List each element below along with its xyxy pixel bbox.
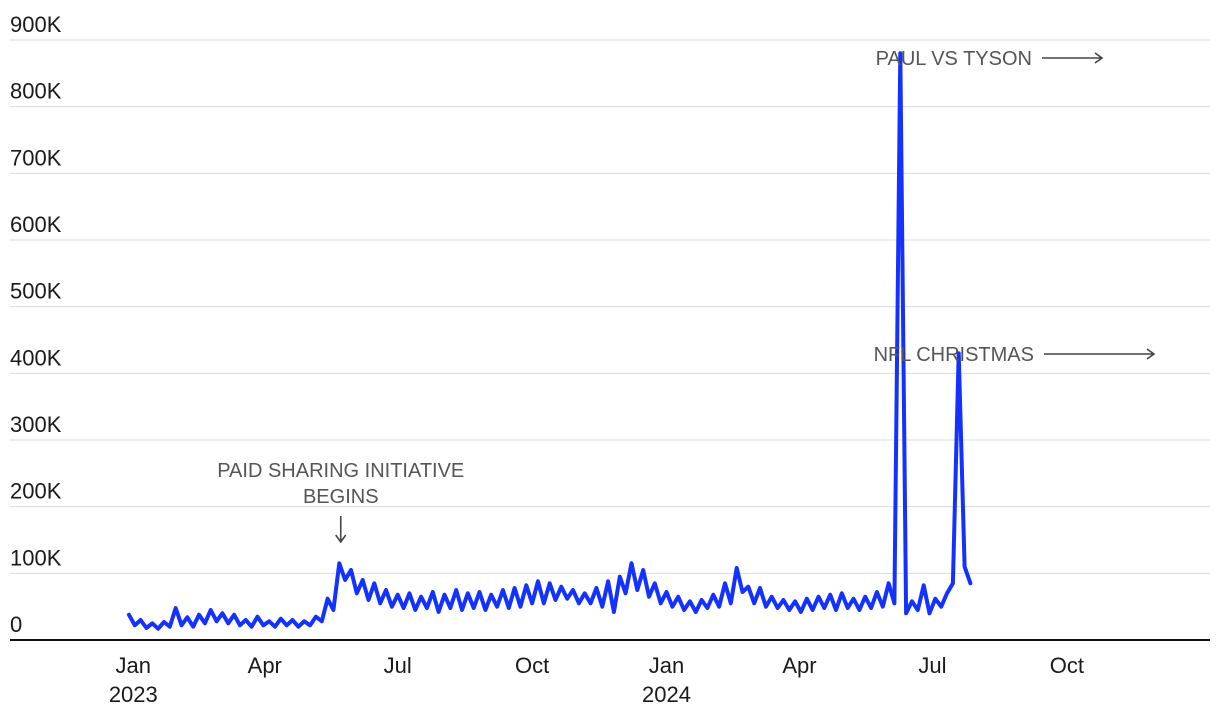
x-tick-label: Jan <box>649 653 684 678</box>
x-tick-year-label: 2023 <box>109 682 158 707</box>
x-axis-labels: Jan 2023 Apr Jul Oct Jan 2024 Apr Jul Oct <box>109 653 1084 707</box>
y-tick-label: 0 <box>10 612 22 637</box>
y-tick-label: 600K <box>10 212 62 237</box>
x-tick-label: Oct <box>1050 653 1084 678</box>
x-tick-label: Jan <box>116 653 151 678</box>
series-line <box>126 51 973 631</box>
annotation-label: PAID SHARING INITIATIVE <box>217 460 464 482</box>
y-tick-label: 800K <box>10 79 62 104</box>
annotation-label: NFL CHRISTMAS <box>874 344 1034 366</box>
x-tick-year-label: 2024 <box>642 682 691 707</box>
y-axis-labels: 0 100K 200K 300K 400K 500K 600K 700K 800K 900K <box>10 12 62 637</box>
y-tick-label: 700K <box>10 145 62 170</box>
x-tick-label: Oct <box>515 653 549 678</box>
x-tick-label: Jul <box>384 653 412 678</box>
annotation-arrow <box>1044 348 1156 360</box>
y-tick-label: 900K <box>10 12 62 37</box>
x-tick-label: Jul <box>918 653 946 678</box>
x-tick-label: Apr <box>782 653 816 678</box>
y-tick-label: 500K <box>10 279 62 304</box>
annotation-label: PAUL VS TYSON <box>876 48 1032 70</box>
gridlines <box>10 39 1210 574</box>
y-tick-label: 100K <box>10 545 62 570</box>
annotations: PAID SHARING INITIATIVE BEGINS PAUL VS TYS… <box>217 48 1156 544</box>
annotation-label-line2: BEGINS <box>303 486 379 508</box>
y-tick-label: 400K <box>10 345 62 370</box>
x-tick-label: Apr <box>248 653 282 678</box>
y-tick-label: 300K <box>10 412 62 437</box>
annotation-arrow <box>1042 52 1104 64</box>
annotation-arrow <box>335 516 347 544</box>
y-tick-label: 200K <box>10 479 62 504</box>
